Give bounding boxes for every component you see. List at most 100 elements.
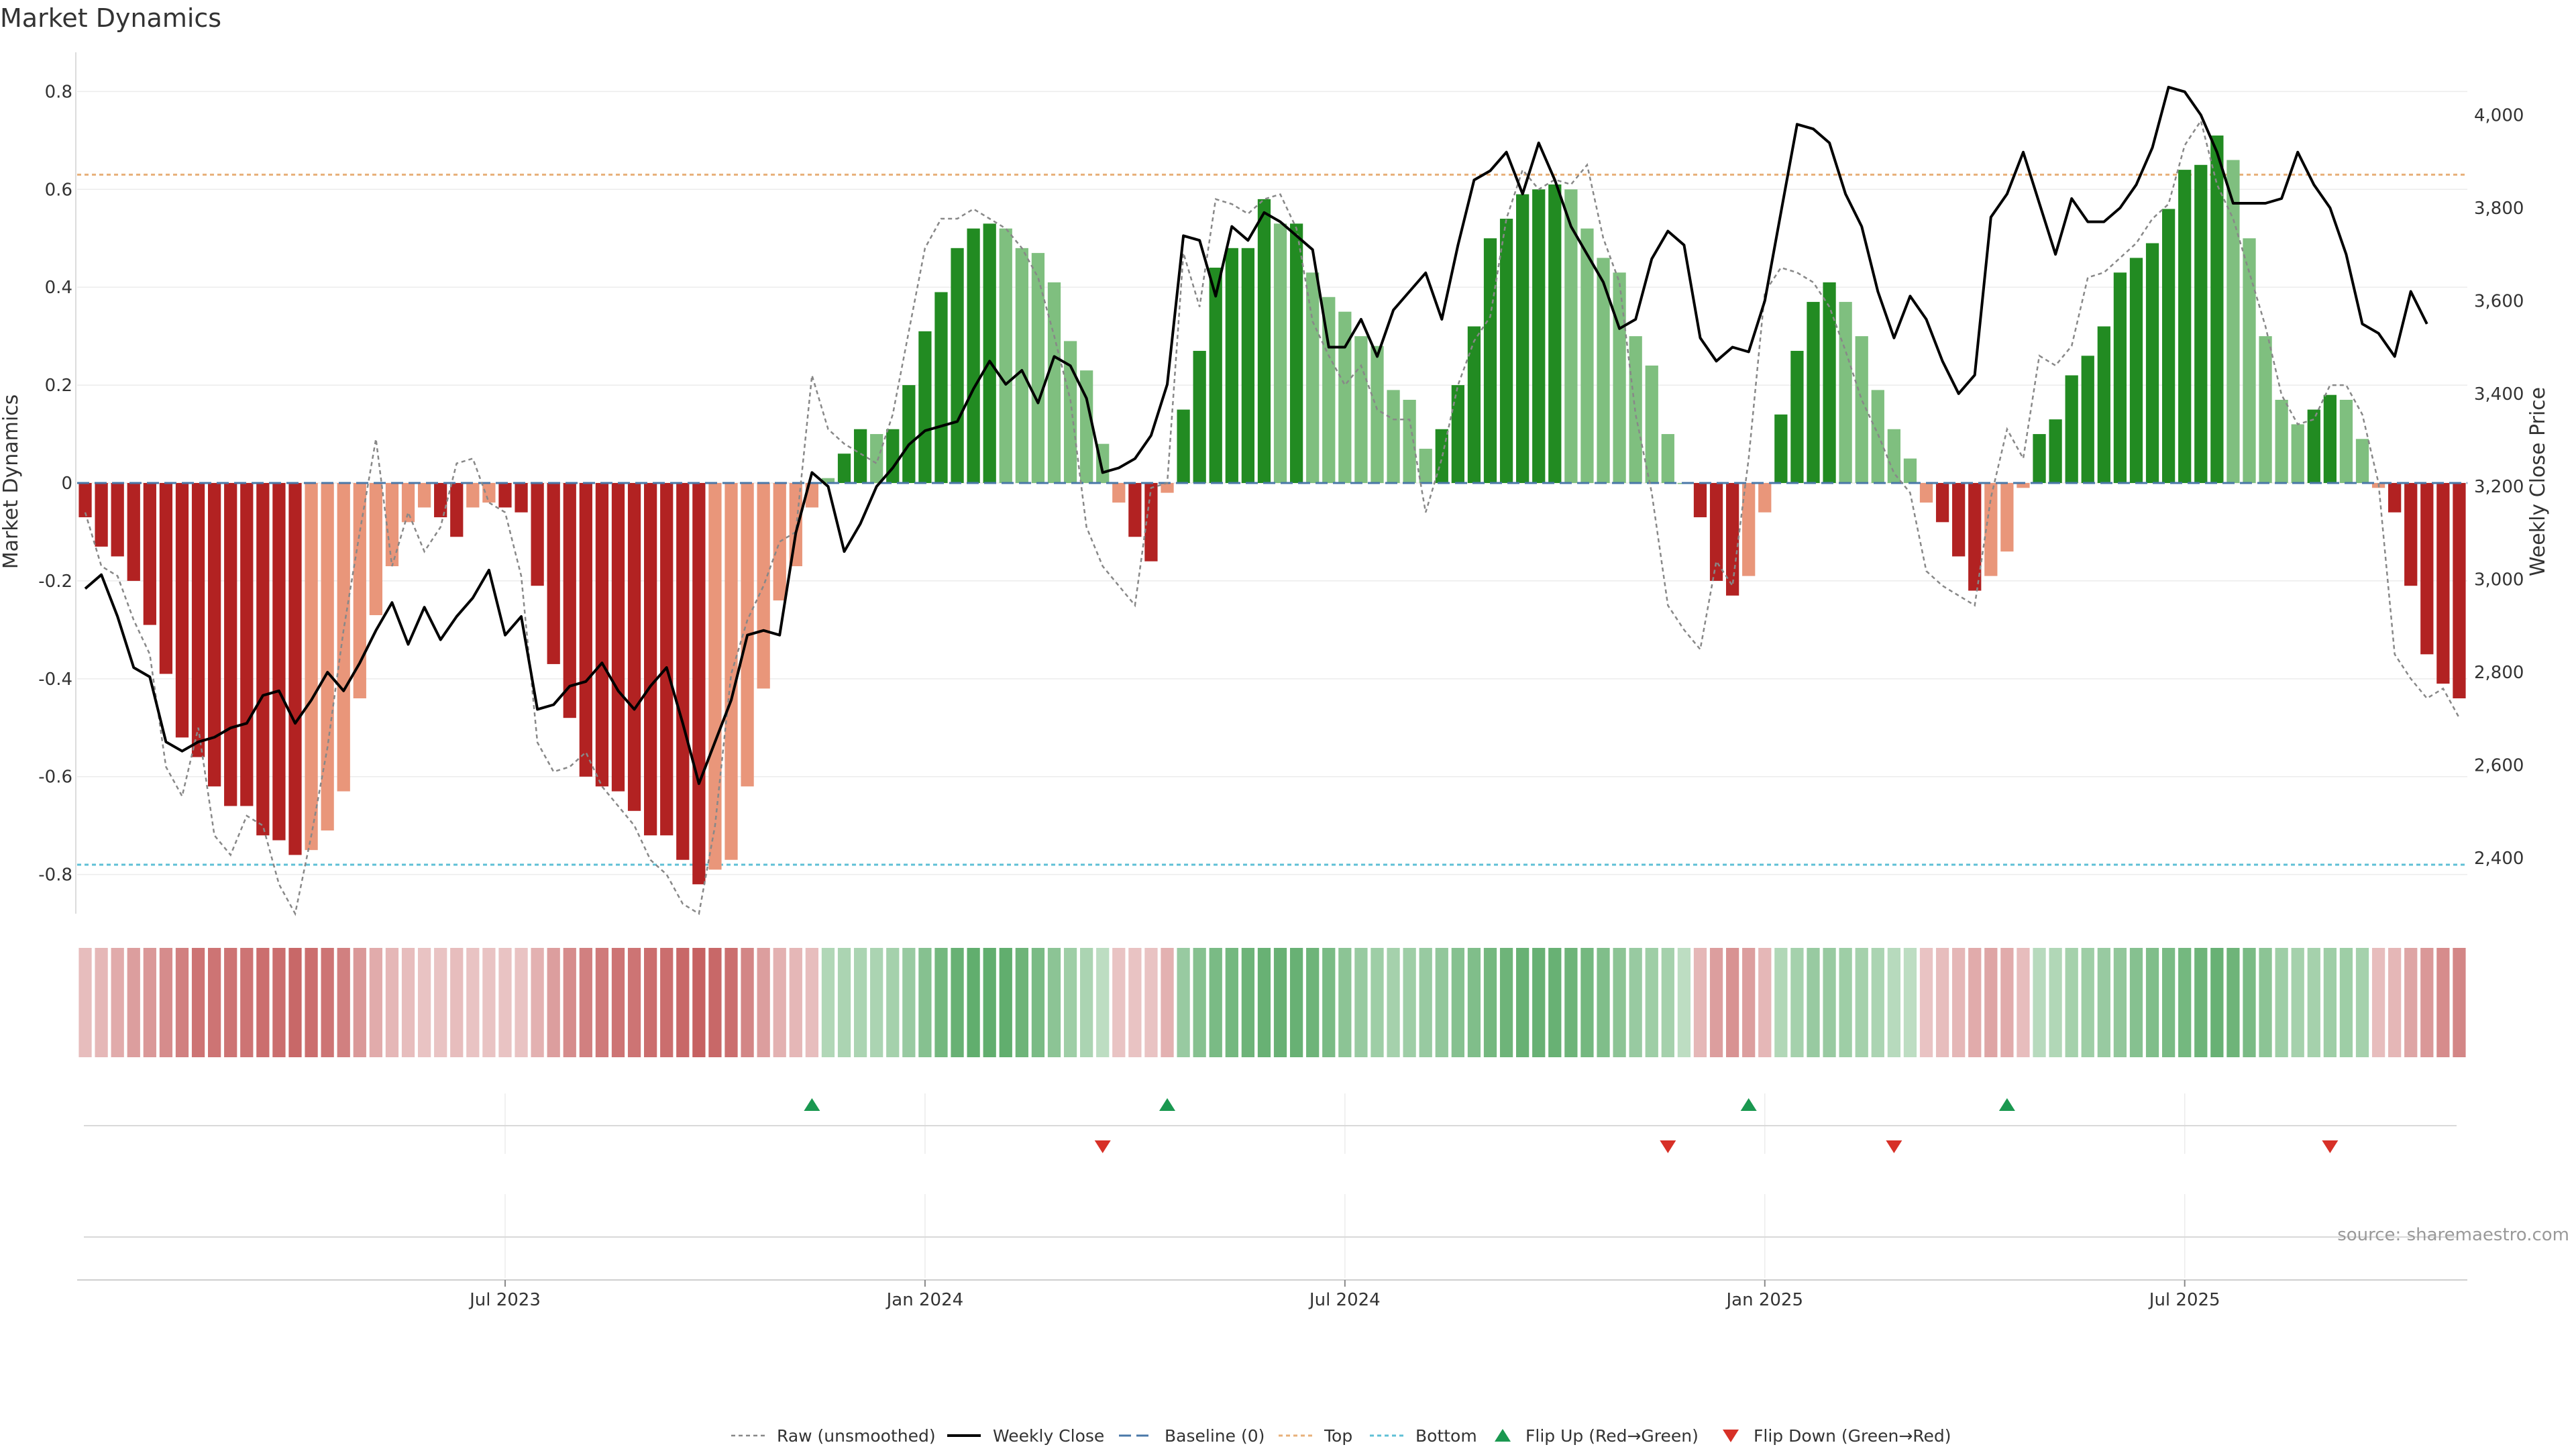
heatmap-cell — [2307, 948, 2320, 1057]
heatmap-cell — [1758, 948, 1772, 1057]
dynamics-bar — [853, 429, 867, 483]
dynamics-bar — [1483, 238, 1497, 483]
heatmap-cell — [1968, 948, 1982, 1057]
right-tick-label: 3,800 — [2474, 199, 2524, 219]
dynamics-bar — [1063, 341, 1077, 483]
dynamics-bar — [1177, 409, 1190, 483]
heatmap-cell — [1903, 948, 1917, 1057]
dynamics-bar — [1709, 483, 1723, 581]
dynamics-bar — [563, 483, 576, 718]
left-tick-label: 0.6 — [45, 180, 72, 200]
dynamics-bar — [127, 483, 140, 581]
heatmap-cell — [2436, 948, 2450, 1057]
dynamics-bar — [821, 478, 835, 483]
heatmap-cell — [466, 948, 480, 1057]
dynamics-bar — [2243, 238, 2256, 483]
dynamics-bar — [1564, 189, 1578, 483]
dynamics-bar — [1387, 390, 1400, 483]
heatmap-cell — [256, 948, 270, 1057]
heatmap-cell — [1144, 948, 1158, 1057]
dynamics-bar — [1645, 365, 1658, 483]
dynamics-bar — [773, 483, 786, 601]
heatmap-cell — [482, 948, 496, 1057]
dynamics-bar — [1241, 248, 1255, 483]
dynamics-bar — [708, 483, 722, 870]
right-tick-label: 3,400 — [2474, 384, 2524, 405]
dynamics-bar — [1225, 248, 1238, 483]
heatmap-cell — [2194, 948, 2208, 1057]
heatmap-cell — [773, 948, 786, 1057]
dynamics-bar — [466, 483, 480, 508]
heatmap-cell — [2113, 948, 2127, 1057]
dynamics-bar — [1758, 483, 1772, 513]
heatmap-cell — [1080, 948, 1093, 1057]
dynamics-bar — [2081, 356, 2094, 483]
dynamics-bar — [2291, 424, 2304, 483]
dynamics-bar — [531, 483, 544, 586]
heatmap-cell — [1063, 948, 1077, 1057]
flip-down-marker — [1094, 1140, 1111, 1153]
dynamics-bar — [611, 483, 625, 792]
heatmap-cell — [353, 948, 366, 1057]
dynamics-bar — [1419, 448, 1432, 483]
heatmap-cell — [1096, 948, 1110, 1057]
dynamics-bar — [2436, 483, 2450, 684]
heatmap-cell — [127, 948, 140, 1057]
dynamics-bar — [934, 292, 948, 483]
heatmap-cell — [1047, 948, 1061, 1057]
dynamics-bar — [1354, 336, 1368, 483]
dynamics-bar — [902, 385, 916, 483]
heatmap-cell — [563, 948, 576, 1057]
dynamics-bar — [999, 228, 1012, 483]
legend-swatch-flip-down — [1723, 1430, 1739, 1442]
heatmap-cell — [1193, 948, 1206, 1057]
dynamics-bar — [579, 483, 592, 777]
heatmap-cell — [1161, 948, 1174, 1057]
left-tick-label: -0.8 — [38, 865, 72, 885]
flip-up-marker — [1159, 1098, 1176, 1111]
heatmap-cell — [2339, 948, 2353, 1057]
raw-unsmoothed-line — [84, 119, 2461, 916]
dynamics-bar — [515, 483, 528, 513]
dynamics-bar — [1289, 223, 1303, 483]
heatmap-cell — [2323, 948, 2337, 1057]
heatmap-cell — [1548, 948, 1562, 1057]
heatmap-cell — [934, 948, 948, 1057]
dynamics-bar — [1984, 483, 1998, 576]
strength-heatmap — [78, 948, 2466, 1057]
heatmap-cell — [1709, 948, 1723, 1057]
left-tick-label: -0.6 — [38, 767, 72, 788]
flip-up-marker — [1740, 1098, 1757, 1111]
dynamics-bar — [1839, 302, 1852, 483]
flip-up-marker — [804, 1098, 820, 1111]
heatmap-cell — [95, 948, 108, 1057]
dynamics-bar — [1128, 483, 1142, 537]
dynamics-bar — [2339, 399, 2353, 483]
dynamics-bar — [1823, 282, 1836, 483]
heatmap-cell — [1419, 948, 1432, 1057]
dynamics-bar — [1597, 258, 1610, 483]
level-lines — [77, 173, 2467, 866]
heatmap-cell — [1499, 948, 1513, 1057]
dynamics-bar — [1112, 483, 1126, 503]
heatmap-cell — [1952, 948, 1966, 1057]
heatmap-cell — [2355, 948, 2369, 1057]
dynamics-bar — [498, 483, 512, 508]
dynamics-bar — [2049, 419, 2062, 483]
right-tick-label: 4,000 — [2474, 105, 2524, 125]
heatmap-cell — [1661, 948, 1674, 1057]
heatmap-cell — [240, 948, 254, 1057]
heatmap-cell — [1984, 948, 1998, 1057]
dynamics-bar — [78, 483, 92, 518]
heatmap-cell — [1613, 948, 1626, 1057]
heatmap-cell — [999, 948, 1012, 1057]
heatmap-cell — [1257, 948, 1271, 1057]
heatmap-cell — [191, 948, 205, 1057]
dynamics-bar — [401, 483, 415, 523]
heatmap-cell — [1128, 948, 1142, 1057]
flip-markers-panel — [84, 1093, 2457, 1154]
heatmap-cell — [2081, 948, 2094, 1057]
heatmap-cell — [951, 948, 964, 1057]
heatmap-cell — [208, 948, 221, 1057]
